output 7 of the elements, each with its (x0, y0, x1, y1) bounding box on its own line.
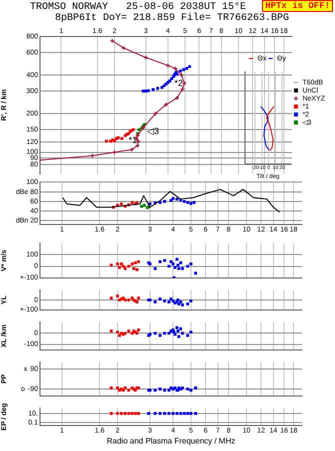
text: HPTx is OFF! (262, 0, 333, 12)
annotation: *1 (128, 134, 138, 145)
chart-subtitle: 8pBP6It DoY= 218.859 File= TR766263.BPG (55, 13, 290, 24)
annotation: *2 (174, 78, 183, 88)
chart-title: TROMSO NORWAY 25-08-06 2038UT 15°E (30, 2, 246, 13)
annotation: ◁3 (147, 126, 160, 136)
x-axis-title: Radio and Plasma Frequency / MHz (106, 436, 236, 446)
